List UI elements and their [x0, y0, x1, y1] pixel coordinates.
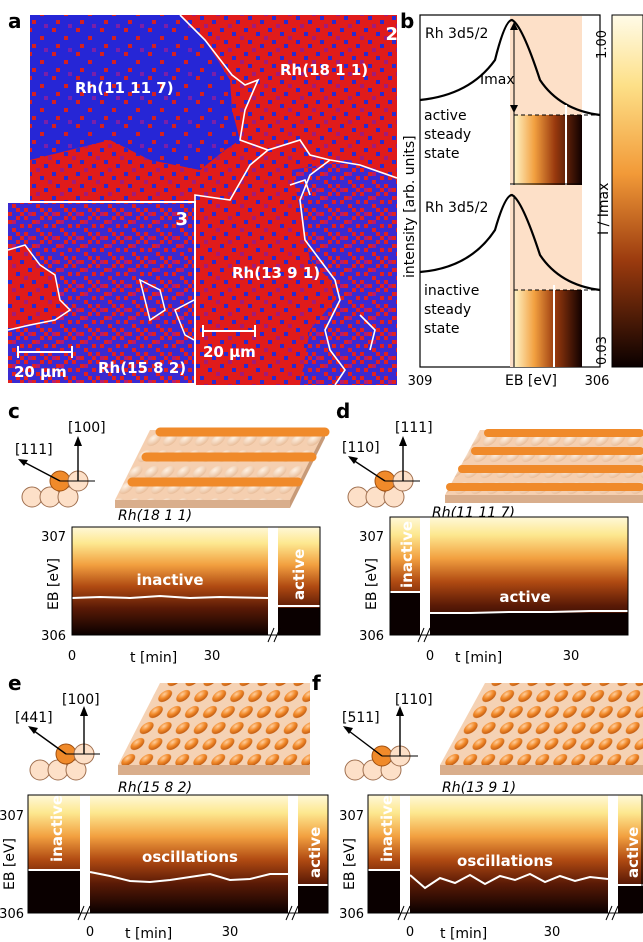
region-label-11-11-7: Rh(11 11 7) — [75, 79, 174, 97]
time-tick-0: 0 — [406, 925, 414, 940]
state-bottom-line1: inactive — [424, 283, 479, 299]
state-bottom-line2: steady — [424, 302, 471, 318]
energy-tick-307: 307 — [339, 809, 364, 824]
heatmap: inactive active — [71, 526, 321, 643]
dir-a: [111] — [15, 442, 53, 458]
segment-label-active: active — [290, 549, 308, 600]
region-label-13-9-1: Rh(13 9 1) — [232, 264, 320, 282]
energy-tick-306: 306 — [359, 629, 384, 644]
panel-d: d [110] [111] Rh(11 11 7) — [336, 399, 643, 666]
segment-label-inactive: inactive — [48, 795, 66, 862]
panel-label-f: f — [312, 671, 321, 695]
colorbar-tick-top: 1.00 — [595, 30, 610, 59]
energy-tick-306: 306 — [339, 907, 364, 922]
panel-f: f [511] [110] Rh(13 9 1) — [312, 671, 643, 942]
surface-label: Rh(13 9 1) — [442, 780, 516, 796]
surface-model: Rh(15 8 2) — [118, 683, 310, 796]
heatmap: inactive oscillations active — [27, 794, 329, 921]
time-tick-30: 30 — [544, 925, 561, 940]
time-tick-0: 0 — [68, 649, 76, 664]
dir-b: [100] — [62, 692, 100, 708]
surface-label: Rh(18 1 1) — [118, 508, 192, 524]
state-top-line3: state — [424, 146, 459, 162]
inset-region-label: Rh(15 8 2) — [98, 359, 186, 377]
dir-b: [110] — [395, 692, 433, 708]
time-tick-0: 0 — [426, 649, 434, 664]
imax-label: Imax — [480, 72, 515, 88]
x-tick-309: 309 — [408, 374, 433, 389]
dir-a: [441] — [15, 710, 53, 726]
axes-icon: [441] [100] — [15, 692, 100, 781]
panel-label-a: a — [8, 9, 22, 33]
segment-label-inactive: inactive — [136, 571, 203, 589]
xps-spectra: Rh 3d5/2 Imax active steady state Rh 3d5… — [402, 14, 610, 389]
energy-tick-306: 306 — [41, 629, 66, 644]
time-tick-0: 0 — [86, 925, 94, 940]
segment-label-oscillations: oscillations — [142, 848, 238, 866]
dir-b: [100] — [68, 420, 106, 436]
colorbar-label: I / Imax — [596, 183, 612, 235]
energy-axis-label: EB [eV] — [342, 838, 358, 890]
region-number-2: 2 — [385, 24, 398, 45]
energy-tick-307: 307 — [359, 530, 384, 545]
energy-tick-307: 307 — [0, 809, 24, 824]
colorbar: 1.00 0.03 I / Imax — [595, 14, 643, 368]
surface-model: Rh(13 9 1) — [440, 683, 643, 796]
time-axis-label: t [min] — [130, 650, 177, 666]
time-tick-30: 30 — [222, 925, 239, 940]
dir-b: [111] — [395, 420, 433, 436]
energy-tick-307: 307 — [41, 530, 66, 545]
inset-scale-label: 20 µm — [14, 363, 67, 381]
segment-label-active: active — [624, 827, 642, 878]
segment-label-inactive: inactive — [378, 795, 396, 862]
axes-icon: [111] [100] — [15, 420, 106, 508]
region-label-18-1-1: Rh(18 1 1) — [280, 61, 368, 79]
energy-axis-label: EB [eV] — [364, 558, 380, 610]
inset-region-number: 3 — [175, 209, 188, 230]
panel-c: c [111] [100] Rh(18 1 1) — [8, 399, 330, 666]
peak-label-bottom: Rh 3d5/2 — [425, 200, 488, 216]
dir-a: [511] — [342, 710, 380, 726]
dir-a: [110] — [342, 440, 380, 456]
x-tick-306: 306 — [585, 374, 610, 389]
state-bottom-line3: state — [424, 321, 459, 337]
panel-label-e: e — [8, 671, 22, 695]
time-tick-30: 30 — [563, 649, 580, 664]
panel-label-b: b — [400, 9, 414, 33]
surface-model: Rh(11 11 7) — [432, 429, 643, 521]
segment-label-inactive: inactive — [398, 521, 416, 588]
scale-bar-label: 20 µm — [203, 343, 256, 361]
x-axis-label: EB [eV] — [505, 373, 557, 389]
state-top-line1: active — [424, 108, 467, 124]
panel-label-c: c — [8, 399, 20, 423]
energy-tick-306: 306 — [0, 907, 24, 922]
time-tick-30: 30 — [204, 649, 221, 664]
surface-label: Rh(15 8 2) — [118, 780, 192, 796]
energy-axis-label: EB [eV] — [2, 838, 18, 890]
peak-label-top: Rh 3d5/2 — [425, 26, 488, 42]
segment-label-oscillations: oscillations — [457, 852, 553, 870]
panel-e: e [441] [100] Rh(15 8 2) — [0, 671, 329, 942]
energy-axis-label: EB [eV] — [46, 558, 62, 610]
state-top-line2: steady — [424, 127, 471, 143]
segment-label-active: active — [499, 588, 550, 606]
time-axis-label: t [min] — [125, 926, 172, 942]
heatmap: inactive oscillations active — [367, 794, 643, 921]
heatmap: inactive active — [389, 516, 629, 643]
segment-label-active: active — [306, 827, 324, 878]
y-axis-label: intensity [arb. units] — [402, 135, 418, 278]
time-axis-label: t [min] — [455, 650, 502, 666]
axes-icon: [511] [110] — [342, 692, 433, 781]
surface-model: Rh(18 1 1) — [115, 427, 330, 524]
colorbar-tick-bottom: 0.03 — [595, 336, 610, 365]
axes-icon: [110] [111] — [342, 420, 433, 508]
inset-image: 3 20 µm Rh(15 8 2) — [6, 201, 196, 385]
time-axis-label: t [min] — [440, 926, 487, 942]
panel-label-d: d — [336, 399, 350, 423]
